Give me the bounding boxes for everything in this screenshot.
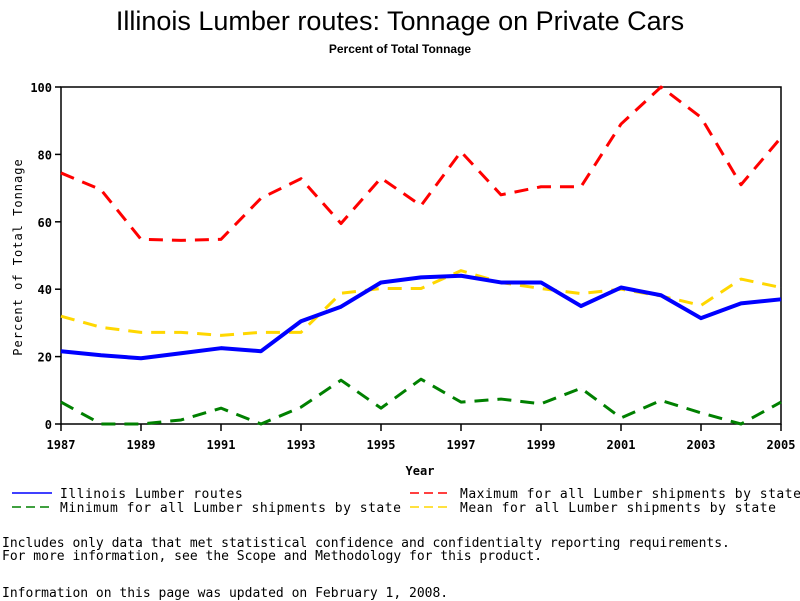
y-axis-label: Percent of Total Tonnage [11,158,25,355]
note-updated: Information on this page was updated on … [2,586,448,601]
chart-subtitle: Percent of Total Tonnage [329,42,472,56]
series-line-minimum [61,379,781,424]
x-tick-label: 1993 [287,438,316,452]
x-tick-label: 1991 [207,438,236,452]
y-axis: 0 20 40 60 80 100 [30,81,61,432]
x-tick-label: 1999 [527,438,556,452]
x-tick-label: 2003 [687,438,716,452]
y-tick-label: 0 [45,418,52,432]
x-tick-label: 2005 [767,438,796,452]
legend-item-maximum: Maximum for all Lumber shipments by stat… [410,487,800,502]
note-methodology: For more information, see the Scope and … [2,549,542,564]
legend-label-minimum: Minimum for all Lumber shipments by stat… [60,501,401,516]
legend-label-mean: Mean for all Lumber shipments by state [460,501,776,516]
series-line-maximum [61,87,781,240]
x-axis: 1987 1989 1991 1993 1995 1997 1999 2001 2003 2005 [47,424,796,452]
x-tick-label: 2001 [607,438,636,452]
x-axis-label: Year [406,464,435,478]
x-tick-label: 1997 [447,438,476,452]
plot-frame [61,87,781,424]
legend-label-illinois: Illinois Lumber routes [60,487,243,502]
x-tick-label: 1987 [47,438,76,452]
y-tick-label: 40 [38,283,52,297]
plot-border [61,87,781,424]
legend: Illinois Lumber routes Minimum for all L… [12,487,800,516]
y-tick-label: 100 [30,81,52,95]
legend-item-mean: Mean for all Lumber shipments by state [410,501,776,516]
legend-label-maximum: Maximum for all Lumber shipments by stat… [460,487,800,502]
x-tick-label: 1995 [367,438,396,452]
y-tick-label: 60 [38,216,52,230]
x-tick-label: 1989 [127,438,156,452]
y-tick-label: 20 [38,351,52,365]
series-layer [61,87,781,424]
chart-title: Illinois Lumber routes: Tonnage on Priva… [116,6,684,36]
legend-item-minimum: Minimum for all Lumber shipments by stat… [12,501,401,516]
legend-item-illinois: Illinois Lumber routes [12,487,243,502]
y-tick-label: 80 [38,148,52,162]
